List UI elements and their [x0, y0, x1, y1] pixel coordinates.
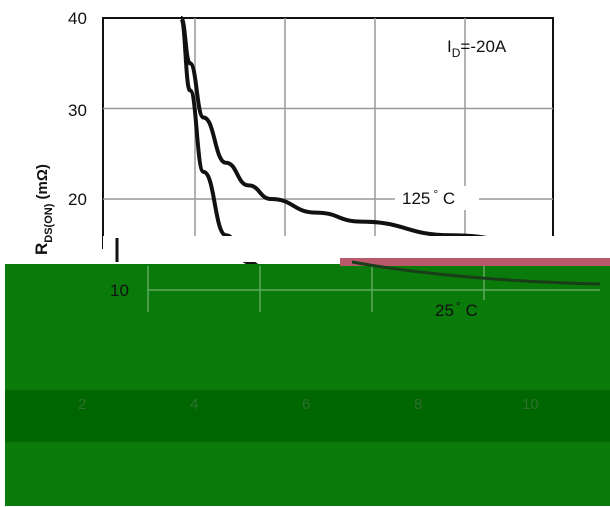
series-line-125c: [179, 16, 542, 247]
overlay-region: 10 25 ° C 2 4 6 8 10: [5, 258, 610, 506]
x-tick-label-2: 2: [78, 396, 86, 413]
condition-rest: =-20A: [460, 37, 506, 56]
y-tick-label-30: 30: [68, 101, 87, 120]
x-tick-label-10: 10: [522, 396, 539, 413]
plot-strip: [103, 236, 610, 262]
label-125-bg: [395, 186, 479, 210]
condition-label: ID=-20A: [447, 37, 507, 60]
y-axis-label: RDS(ON) (mΩ): [32, 164, 55, 255]
degree-25: °: [456, 299, 461, 313]
series-label-125c: 125 ° C: [402, 187, 455, 208]
overlay-band: [5, 390, 610, 442]
degree-125: °: [433, 187, 438, 201]
series-label-125-unit: C: [438, 189, 455, 208]
series-label-25-unit: C: [461, 301, 478, 320]
plot-area: [102, 16, 554, 306]
y-axis-label-main: R: [32, 243, 51, 255]
series-label-125-value: 125: [402, 189, 430, 208]
overlay-curve-25c: [351, 260, 601, 286]
y-tick-label-10: 10: [110, 281, 129, 300]
y-tick-label-20: 20: [68, 190, 87, 209]
x-tick-label-8: 8: [414, 396, 422, 413]
x-tick-label-4: 4: [190, 396, 198, 413]
condition-sub: D: [452, 46, 461, 60]
overlay-block: [5, 264, 610, 506]
series-label-25-value: 25: [435, 301, 454, 320]
svg-text:RDS(ON) (mΩ): RDS(ON) (mΩ): [32, 164, 55, 255]
y-tick-label-40: 40: [68, 9, 87, 28]
x-tick-label-6: 6: [302, 396, 310, 413]
overlay-accent-line: [340, 258, 610, 266]
condition-main: I: [447, 37, 452, 56]
y-axis-label-sub: DS(ON): [43, 203, 55, 242]
label-25-bg: [430, 300, 510, 320]
y-axis-label-unit: (mΩ): [34, 164, 51, 204]
series-label-25c: 25 ° C: [435, 299, 478, 320]
